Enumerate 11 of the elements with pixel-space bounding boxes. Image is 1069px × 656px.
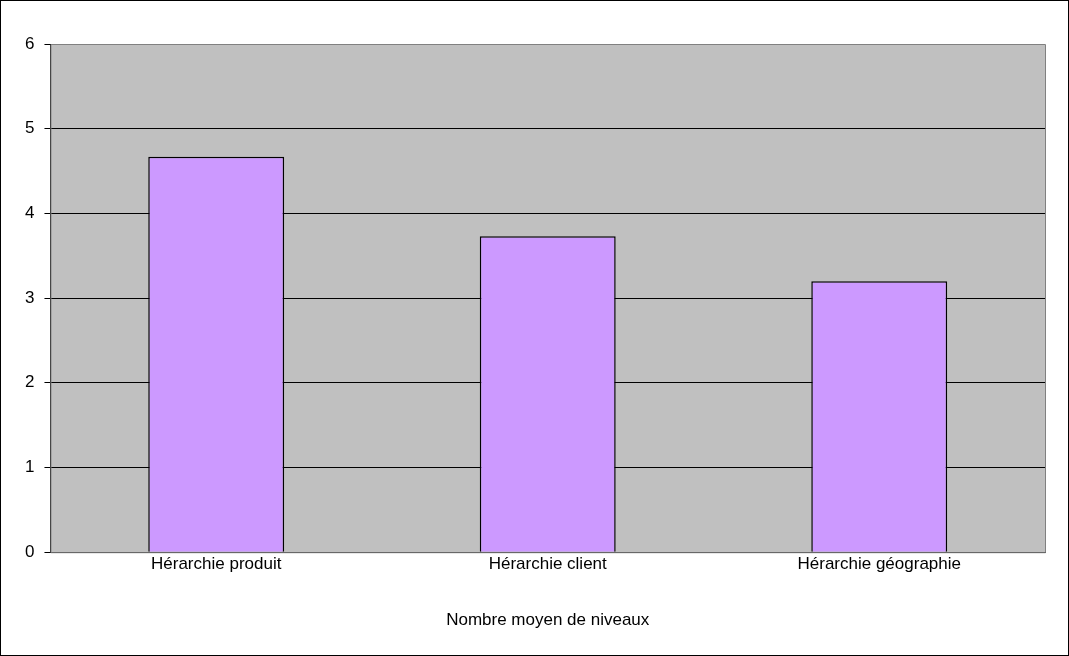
y-tick-label: 4 [24,203,35,223]
x-tick-label: Hérarchie produit [151,554,282,574]
x-tick-label: Hérarchie géographie [797,554,961,574]
y-tick-label: 0 [24,541,35,561]
y-tick-label: 3 [24,287,35,307]
y-tick-label: 6 [24,33,35,53]
y-tick-label: 5 [24,118,35,138]
y-tick-label: 1 [24,457,35,477]
y-tick-label: 2 [24,372,35,392]
x-tick-label: Hérarchie client [488,554,608,574]
x-axis-title: Nombre moyen de niveaux [446,610,650,630]
